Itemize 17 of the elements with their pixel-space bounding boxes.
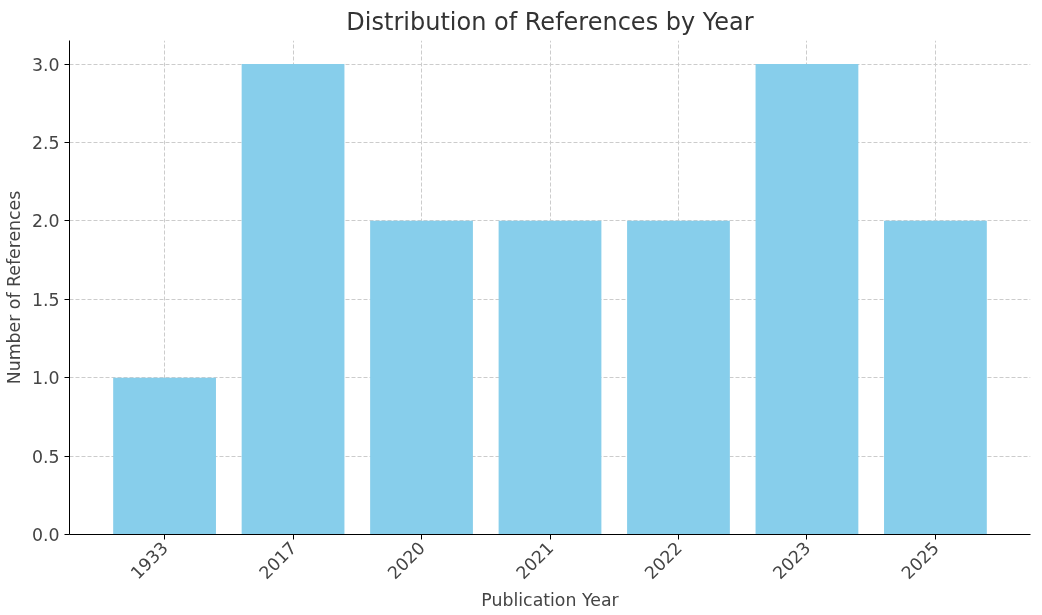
y-tick-label: 2.0 [31,211,60,232]
x-axis-title: Publication Year [481,589,620,610]
bar [884,220,987,535]
y-tick-label: 3.0 [31,54,60,75]
y-tick-label: 0.5 [31,446,60,467]
chart-title: Distribution of References by Year [346,7,754,36]
bar [370,220,473,535]
y-tick-label: 1.5 [31,289,60,310]
bar [627,220,730,535]
bar [241,64,345,535]
y-axis-title: Number of References [3,190,24,385]
y-tick-label: 1.0 [31,368,60,389]
y-tick-label: 0.0 [31,525,60,545]
bar [498,220,602,535]
bar [755,64,859,535]
bar [113,377,216,535]
y-tick-label: 2.5 [31,132,60,153]
